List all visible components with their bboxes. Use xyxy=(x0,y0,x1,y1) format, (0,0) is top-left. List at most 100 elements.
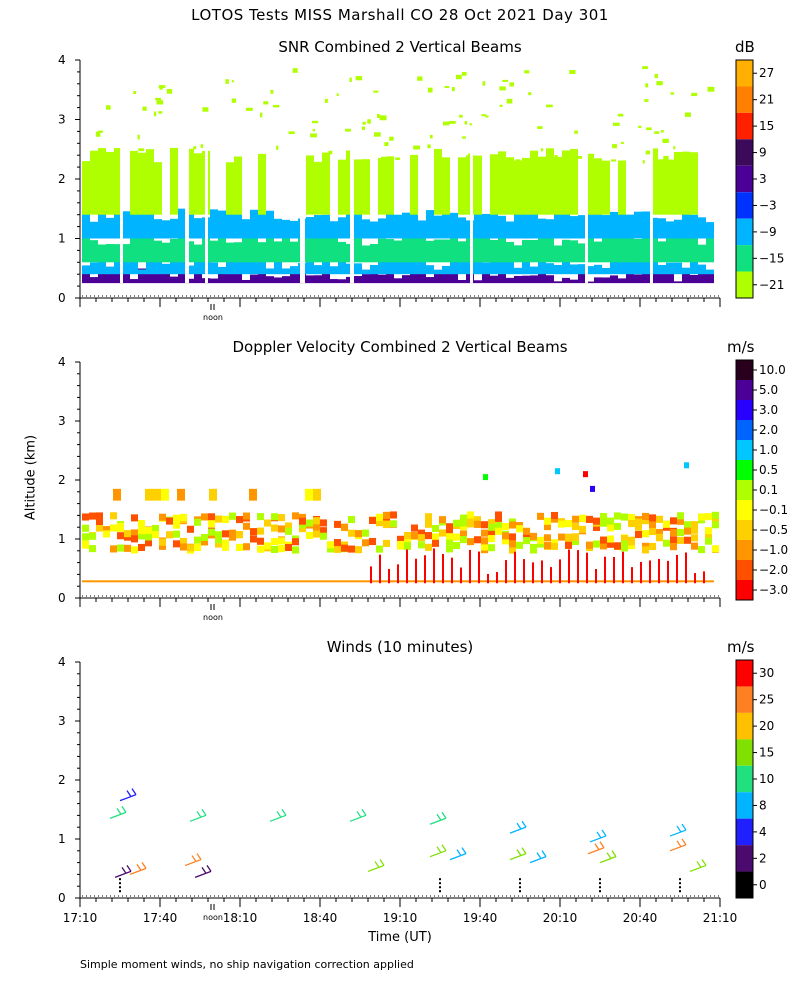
snr-cell xyxy=(618,278,626,284)
snr-cell xyxy=(418,256,426,275)
velocity-cell xyxy=(292,512,299,520)
velocity-surface xyxy=(270,580,274,583)
velocity-cell xyxy=(474,520,481,528)
snr-cell xyxy=(602,277,610,284)
snr-speck xyxy=(621,141,624,144)
snr-cell xyxy=(434,269,442,275)
snr-cell xyxy=(594,277,602,284)
snr-speck xyxy=(362,121,366,125)
velocity-surface xyxy=(426,580,430,583)
y-tick-label: 3 xyxy=(58,714,66,728)
velocity-surface xyxy=(374,580,378,583)
velocity-cell xyxy=(614,542,621,550)
snr-cell xyxy=(194,244,202,263)
wind-barb-10 xyxy=(429,811,447,825)
snr-cell xyxy=(162,263,170,275)
velocity-cell xyxy=(558,520,565,528)
snr-cell xyxy=(506,277,514,284)
snr-cell xyxy=(114,262,122,275)
velocity-cell xyxy=(89,532,96,540)
snr-speck xyxy=(654,73,658,79)
y-tick-label: 4 xyxy=(58,655,66,669)
velocity-cell xyxy=(684,527,691,535)
colorbar-label: −3.0 xyxy=(759,583,788,597)
snr-cell xyxy=(538,218,546,239)
velocity-cell xyxy=(460,514,467,522)
velocity-cell xyxy=(180,537,187,545)
velocity-cell xyxy=(236,543,243,551)
snr-cell xyxy=(642,211,650,239)
colorbar-segment xyxy=(736,712,753,740)
velocity-cell xyxy=(516,541,523,549)
velocity-surface xyxy=(114,580,118,583)
velocity-surface xyxy=(346,580,350,583)
velocity-cell xyxy=(642,542,649,550)
velocity-surface xyxy=(646,580,650,583)
velocity-cell xyxy=(663,520,670,528)
surface-marker xyxy=(439,890,441,893)
snr-cell xyxy=(554,212,562,239)
velocity-surface xyxy=(410,580,414,583)
velocity-cell xyxy=(257,545,264,553)
snr-cell xyxy=(354,159,362,215)
snr-cell xyxy=(250,274,258,284)
snr-cell xyxy=(170,276,178,284)
snr-cell xyxy=(314,238,322,263)
velocity-surface xyxy=(198,580,202,583)
snr-cell xyxy=(338,217,346,239)
velocity-cell xyxy=(117,532,124,540)
snr-speck xyxy=(379,115,387,121)
colorbar-label: 0 xyxy=(759,878,767,892)
snr-cell xyxy=(506,259,514,275)
snr-cell xyxy=(98,272,106,284)
wind-barb-13 xyxy=(509,820,527,834)
snr-cell xyxy=(458,260,466,275)
velocity-surface xyxy=(246,580,250,583)
velocity-cell xyxy=(145,488,153,501)
velocity-cell xyxy=(313,530,320,538)
snr-cell xyxy=(562,239,570,263)
velocity-cell xyxy=(404,531,411,540)
velocity-cell xyxy=(376,545,383,553)
velocity-cell xyxy=(348,545,355,553)
snr-speck xyxy=(645,83,649,88)
snr-cell xyxy=(522,210,530,239)
snr-cell xyxy=(314,215,322,239)
velocity-cell xyxy=(215,540,222,548)
velocity-cell xyxy=(565,520,572,528)
velocity-streak xyxy=(415,558,417,584)
velocity-surface xyxy=(130,580,134,583)
velocity-surface xyxy=(266,580,270,583)
wind-barb-flag xyxy=(436,846,442,854)
snr-speck xyxy=(312,128,315,132)
velocity-surface xyxy=(118,580,122,583)
velocity-cell xyxy=(285,522,292,530)
wind-barb-flag xyxy=(374,861,380,868)
snr-cell xyxy=(378,218,386,239)
velocity-cell xyxy=(166,517,173,525)
snr-cell xyxy=(114,271,122,284)
snr-cell xyxy=(250,231,258,263)
velocity-cell xyxy=(369,516,376,525)
snr-cell xyxy=(122,244,130,263)
velocity-cell xyxy=(488,544,495,552)
snr-speck xyxy=(656,81,663,86)
snr-speck xyxy=(138,148,145,152)
velocity-cell xyxy=(572,533,579,542)
snr-cell xyxy=(354,263,362,275)
velocity-cell xyxy=(495,521,502,529)
snr-cell xyxy=(682,273,690,284)
velocity-surface xyxy=(634,580,638,583)
surface-marker xyxy=(519,878,521,881)
wind-barb-11 xyxy=(429,844,447,858)
velocity-cell xyxy=(502,537,509,545)
snr-cell xyxy=(554,281,562,284)
velocity-cell xyxy=(187,525,194,533)
wind-barb-shaft xyxy=(669,844,687,852)
velocity-cell xyxy=(390,520,397,528)
velocity-surface xyxy=(690,580,694,583)
snr-cell xyxy=(258,153,266,215)
velocity-cell xyxy=(614,522,621,530)
x-tick-label: 19:40 xyxy=(463,911,498,925)
